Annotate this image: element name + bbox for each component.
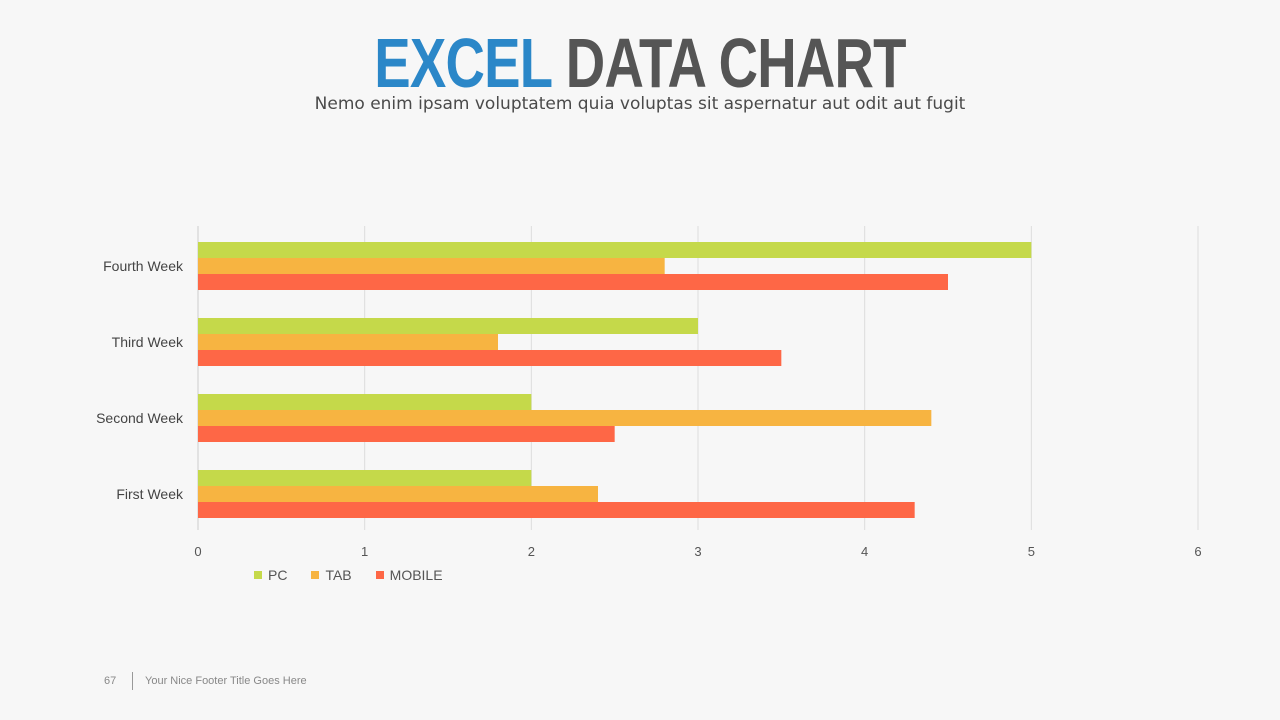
x-tick-label: 4 bbox=[861, 544, 868, 559]
bar bbox=[198, 502, 915, 518]
x-tick-label: 2 bbox=[528, 544, 535, 559]
bar bbox=[198, 242, 1032, 258]
bar bbox=[198, 410, 932, 426]
y-category-label: Third Week bbox=[112, 334, 184, 350]
page-subtitle: Nemo enim ipsam voluptatem quia voluptas… bbox=[314, 94, 966, 114]
legend-label-tab: TAB bbox=[325, 567, 352, 583]
x-tick-label: 3 bbox=[694, 544, 701, 559]
legend-swatch-tab bbox=[311, 571, 320, 579]
footer: 67 Your Nice Footer Title Goes Here bbox=[104, 671, 307, 691]
bar bbox=[198, 258, 665, 274]
bar bbox=[198, 334, 498, 350]
footer-title: Your Nice Footer Title Goes Here bbox=[145, 675, 307, 687]
bar bbox=[198, 426, 615, 442]
y-category-label: Fourth Week bbox=[103, 258, 184, 274]
x-tick-label: 6 bbox=[1194, 544, 1201, 559]
x-tick-label: 0 bbox=[194, 544, 201, 559]
legend-item-tab: TAB bbox=[311, 567, 352, 583]
title-accent: EXCEL bbox=[374, 24, 552, 102]
x-tick-label: 5 bbox=[1028, 544, 1035, 559]
legend-swatch-mobile bbox=[375, 571, 384, 579]
legend-label-pc: PC bbox=[268, 567, 288, 583]
legend-swatch-pc bbox=[254, 571, 262, 579]
footer-divider bbox=[132, 672, 133, 690]
bar bbox=[198, 350, 782, 366]
title-rest: DATA CHART bbox=[565, 24, 907, 102]
bar bbox=[198, 486, 598, 502]
legend-item-pc: PC bbox=[254, 567, 287, 583]
page-title: EXCEL DATA CHART bbox=[141, 22, 1139, 104]
legend-item-mobile: MOBILE bbox=[375, 567, 443, 583]
bar bbox=[198, 470, 532, 486]
page-number: 67 bbox=[104, 675, 117, 687]
y-category-label: Second Week bbox=[96, 410, 184, 426]
bar bbox=[198, 318, 698, 334]
y-category-label: First Week bbox=[116, 486, 184, 502]
chart-legend: PC TAB MOBILE bbox=[254, 567, 443, 583]
bar bbox=[198, 394, 532, 410]
x-tick-label: 1 bbox=[361, 544, 368, 559]
legend-label-mobile: MOBILE bbox=[389, 567, 443, 583]
bar bbox=[198, 274, 948, 290]
